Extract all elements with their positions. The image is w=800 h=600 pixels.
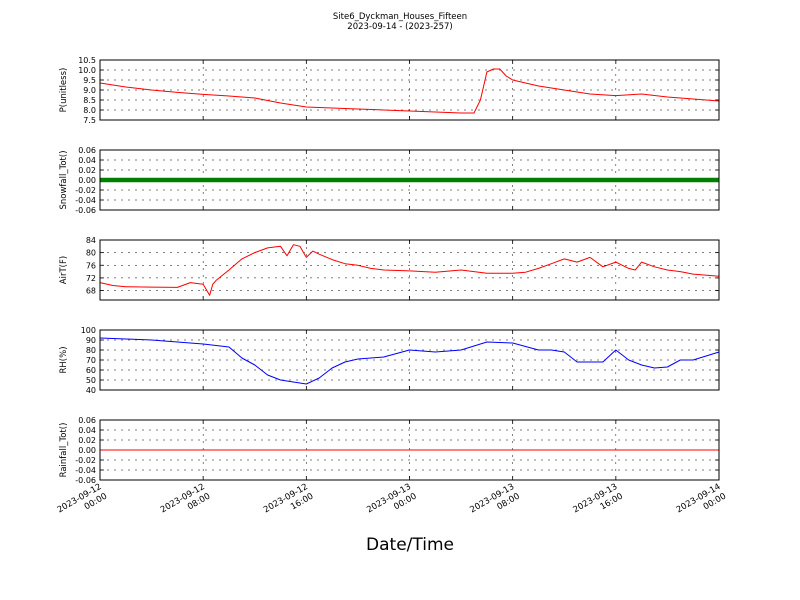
- y-tick-label: 8.0: [83, 106, 96, 115]
- y-tick-label: 0.06: [78, 416, 96, 425]
- y-tick-label: -0.02: [75, 456, 96, 465]
- panel-2: 68 72 76 80 84 AirT(F): [59, 236, 720, 301]
- y-tick-label: 0.00: [78, 446, 96, 455]
- panel-1: -0.06-0.04-0.020.000.020.040.06 Snowfall_…: [59, 146, 720, 215]
- y-tick-label: 0.06: [78, 146, 96, 155]
- y-tick-label: 0.02: [78, 166, 96, 175]
- x-tick-label: 2023-09-1400:00: [675, 482, 728, 525]
- y-tick-label: 40: [86, 386, 96, 395]
- y-tick-label: -0.06: [75, 206, 96, 215]
- y-tick-label: -0.06: [75, 476, 96, 485]
- panel-0: 7.58.08.59.09.510.010.5 P(unitless): [59, 56, 720, 125]
- y-tick-label: 72: [86, 274, 96, 283]
- chart-title: Site6_Dyckman_Houses_Fifteen: [333, 12, 467, 22]
- chart-panels: 7.58.08.59.09.510.010.5P(unitless)-0.06-…: [59, 56, 720, 485]
- y-axis-label: Snowfall_Tot(): [59, 150, 69, 209]
- y-tick-label: 9.5: [83, 76, 96, 85]
- y-tick-label: 68: [86, 287, 96, 296]
- y-tick-label: 70: [86, 356, 96, 365]
- y-tick-label: 0.02: [78, 436, 96, 445]
- panel-frame: [99, 329, 720, 391]
- y-tick-label: -0.02: [75, 186, 96, 195]
- panel-frame: [99, 419, 720, 481]
- chart-subtitle: 2023-09-14 - (2023-257): [347, 22, 452, 32]
- y-tick-label: 100: [81, 326, 96, 335]
- y-axis-label: Rainfall_Tot(): [59, 423, 69, 478]
- series-line-0: [99, 244, 720, 296]
- x-tick-label: 2023-09-1200:00: [56, 482, 109, 525]
- y-tick-label: 0.04: [78, 156, 96, 165]
- x-tick-labels: 2023-09-1200:00 2023-09-1208:00 2023-09-12…: [56, 482, 728, 525]
- y-tick-label: 76: [86, 261, 96, 270]
- x-axis-label: Date/Time: [366, 535, 454, 555]
- series-line-0: [99, 68, 720, 114]
- y-tick-label: 8.5: [83, 96, 96, 105]
- x-tick-label: 2023-09-1216:00: [262, 482, 315, 525]
- x-tick-label: 2023-09-1308:00: [468, 482, 521, 525]
- y-tick-label: 80: [86, 249, 96, 258]
- y-tick-label: -0.04: [75, 466, 96, 475]
- y-axis-label: AirT(F): [59, 256, 69, 284]
- y-tick-label: 10.0: [78, 66, 96, 75]
- y-tick-label: 84: [86, 236, 96, 245]
- series-line-0: [99, 337, 720, 385]
- y-axis-label: RH(%): [59, 346, 69, 373]
- panel-4: -0.06-0.04-0.020.000.020.040.06 Rainfall_…: [59, 416, 720, 485]
- y-tick-label: 0.04: [78, 426, 96, 435]
- x-tick-label: 2023-09-1208:00: [159, 482, 212, 525]
- y-tick-label: 10.5: [78, 56, 96, 65]
- y-tick-label: 80: [86, 346, 96, 355]
- panel-frame: [99, 239, 720, 301]
- panel-frame: [99, 59, 720, 121]
- x-tick-label: 2023-09-1316:00: [572, 482, 625, 525]
- y-tick-label: 90: [86, 336, 96, 345]
- y-tick-label: 50: [86, 376, 96, 385]
- y-axis-label: P(unitless): [59, 68, 69, 113]
- y-tick-label: 0.00: [78, 176, 96, 185]
- x-tick-label: 2023-09-1300:00: [365, 482, 418, 525]
- y-tick-label: 9.0: [83, 86, 96, 95]
- y-tick-label: 7.5: [83, 116, 96, 125]
- panel-frame: [99, 149, 720, 211]
- y-tick-label: -0.04: [75, 196, 96, 205]
- y-tick-label: 60: [86, 366, 96, 375]
